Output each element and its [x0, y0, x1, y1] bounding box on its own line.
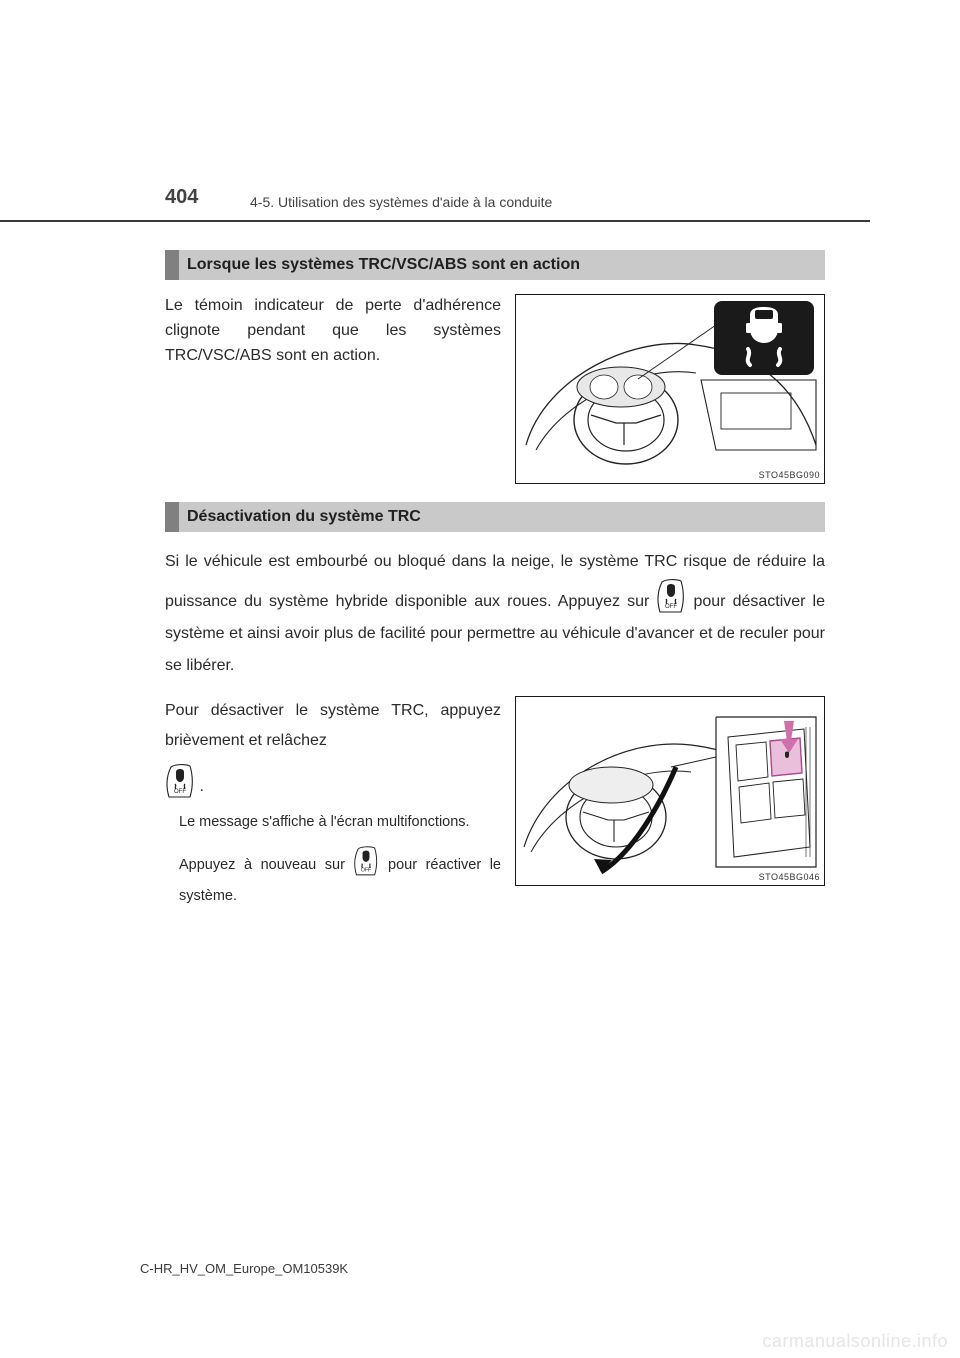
section2-sub-before: Pour désactiver le système TRC, appuyez …	[165, 702, 501, 749]
section2-reactivate: Appuyez à nouveau sur OFF pour	[165, 845, 501, 911]
content-area: Lorsque les systèmes TRC/VSC/ABS sont en…	[165, 250, 825, 911]
figure1-caption: STO45BG090	[759, 470, 820, 480]
figure-trc-indicator: STO45BG090	[515, 294, 825, 484]
trc-off-button-icon-3: OFF	[353, 857, 388, 873]
chapter-title: 4-5. Utilisation des systèmes d'aide à l…	[250, 194, 552, 210]
section2-sub: Pour désactiver le système TRC, appuyez …	[165, 696, 501, 757]
header-rule	[0, 220, 870, 222]
svg-text:OFF: OFF	[361, 868, 371, 874]
dashboard-illustration-2	[516, 697, 826, 887]
section1-row: Le témoin indicateur de perte d'adhérenc…	[165, 294, 825, 484]
section2-row: Pour désactiver le système TRC, appuyez …	[165, 696, 825, 911]
section2-sub-after: .	[199, 778, 203, 795]
page-root: 404 4-5. Utilisation des systèmes d'aide…	[0, 0, 960, 1358]
svg-text:OFF: OFF	[665, 604, 677, 610]
section-title-disable-trc: Désactivation du système TRC	[165, 502, 825, 532]
section1-body: Le témoin indicateur de perte d'adhérenc…	[165, 294, 501, 368]
page-header: 404 4-5. Utilisation des systèmes d'aide…	[0, 190, 960, 224]
footer-doc-id: C-HR_HV_OM_Europe_OM10539K	[140, 1261, 348, 1276]
watermark: carmanualsonline.info	[762, 1331, 948, 1352]
section2-text-col: Pour désactiver le système TRC, appuyez …	[165, 696, 501, 911]
trc-off-button-icon: OFF	[656, 593, 693, 610]
figure-trc-button-location: STO45BG046	[515, 696, 825, 886]
trc-off-button-icon-2: OFF	[165, 778, 199, 795]
page-number: 404	[165, 186, 198, 209]
section2-body: Si le véhicule est embourbé ou bloqué da…	[165, 546, 825, 682]
figure2-caption: STO45BG046	[759, 872, 820, 882]
section2-note: Le message s'affiche à l'écran multifonc…	[165, 812, 501, 834]
svg-text:OFF: OFF	[174, 789, 186, 795]
dashboard-illustration-1	[516, 295, 826, 485]
section1-text-col: Le témoin indicateur de perte d'adhérenc…	[165, 294, 501, 368]
section2-reactivate-before: Appuyez à nouveau sur	[179, 857, 353, 873]
section2-sub-icon-line: OFF .	[165, 763, 501, 800]
section-title-trc-vsc-abs: Lorsque les systèmes TRC/VSC/ABS sont en…	[165, 250, 825, 280]
